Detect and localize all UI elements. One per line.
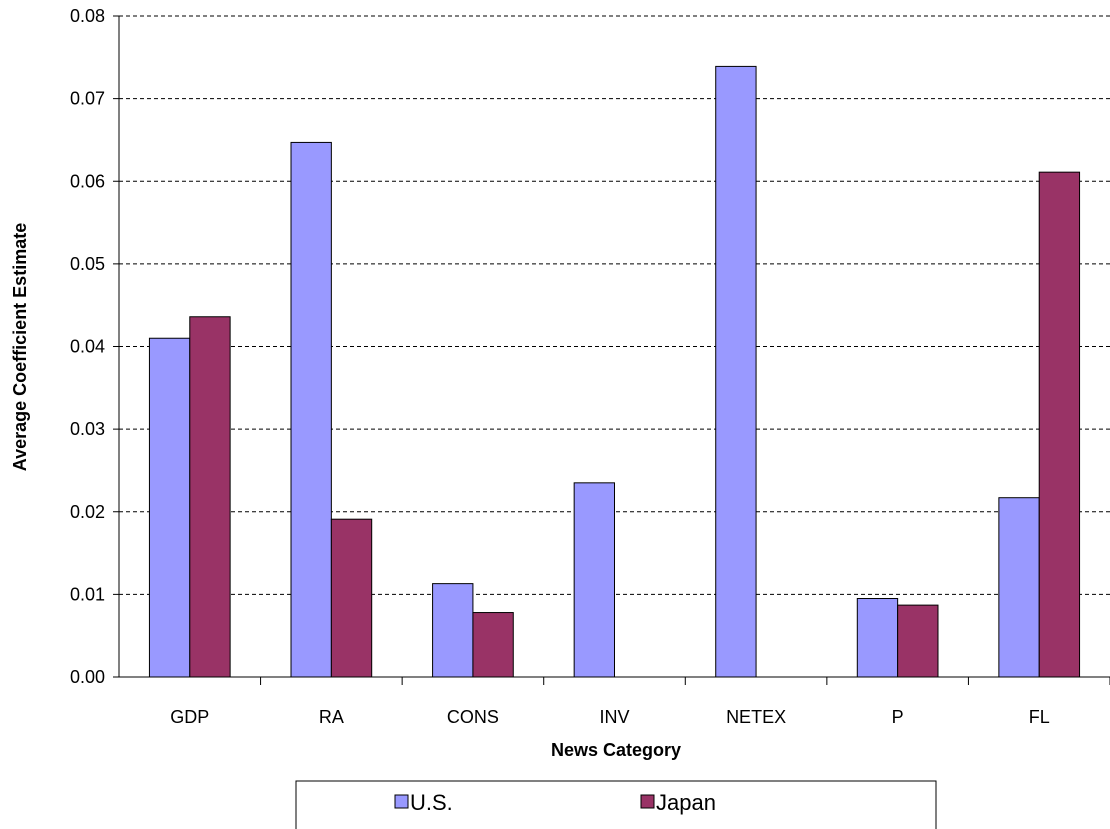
bar-us-gdp [148, 337, 191, 678]
bar-us-p [856, 598, 899, 678]
legend-label: U.S. [410, 790, 453, 815]
x-tick-label: NETEX [726, 707, 786, 727]
bar-japan-cons [472, 612, 514, 678]
legend-swatch [394, 794, 409, 809]
x-tick-label: CONS [447, 707, 499, 727]
bar-japan-fl [1038, 171, 1081, 678]
bars [148, 65, 1081, 678]
bar-us-fl [998, 497, 1040, 678]
y-tick-label: 0.04 [70, 337, 105, 357]
y-tick-label: 0.01 [70, 584, 105, 604]
bar-japan-gdp [189, 316, 231, 678]
x-axis-title: News Category [551, 740, 681, 760]
bar-us-ra [290, 141, 332, 678]
bar-japan-ra [330, 518, 373, 678]
y-tick-label: 0.02 [70, 502, 105, 522]
bar-us-netex [715, 65, 757, 678]
y-tick-label: 0.06 [70, 171, 105, 191]
legend-label: Japan [656, 790, 716, 815]
y-tick-label: 0.03 [70, 419, 105, 439]
legend: U.S. Japan [295, 780, 937, 829]
y-tick-label: 0.00 [70, 667, 105, 687]
x-tick-label: FL [1029, 707, 1050, 727]
bar-japan-p [897, 604, 939, 678]
x-tick-label: GDP [170, 707, 209, 727]
legend-swatch [640, 794, 655, 809]
bar-us-cons [432, 583, 474, 678]
y-axis-title: Average Coefficient Estimate [10, 223, 30, 471]
x-tick-labels: GDP RA CONS INV NETEX P FL [170, 677, 1110, 727]
y-tick-label: 0.05 [70, 254, 105, 274]
y-tick-label: 0.07 [70, 89, 105, 109]
x-tick-label: INV [599, 707, 629, 727]
legend-frame [295, 780, 937, 829]
x-tick-label: P [892, 707, 904, 727]
x-tick-label: RA [319, 707, 344, 727]
bar-us-inv [573, 482, 616, 678]
y-tick-labels: 0.00 0.01 0.02 0.03 0.04 0.05 0.06 0.07 0.08 [70, 6, 119, 687]
y-tick-label: 0.08 [70, 6, 105, 26]
